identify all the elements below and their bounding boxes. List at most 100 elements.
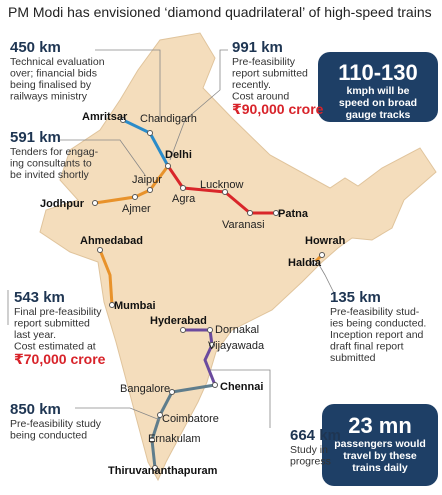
city-dot — [311, 260, 317, 266]
city-dot — [152, 465, 158, 471]
callout-text: ies being conducted. — [330, 318, 426, 330]
city-label: Howrah — [305, 235, 346, 247]
city-label: Delhi — [165, 149, 192, 161]
city-dot — [157, 412, 163, 418]
callout-distance: 850 km — [10, 401, 61, 418]
city-label: Jodhpur — [40, 198, 85, 210]
leader-line — [317, 262, 336, 296]
callout-cost: ₹90,000 crore — [232, 101, 324, 117]
badge-text: gauge tracks — [346, 109, 411, 121]
callout-text: report submitted — [14, 318, 90, 330]
route-ahmedabad-mumbai — [98, 248, 114, 307]
callout-cost: ₹70,000 crore — [14, 351, 106, 367]
india-map — [39, 32, 437, 482]
badge-figure: 110-130 — [338, 60, 418, 85]
callout-text: recently. — [232, 79, 271, 91]
city-dot — [120, 117, 126, 123]
callout-text: Final pre-feasibility — [14, 306, 102, 318]
callout-distance: 591 km — [10, 129, 61, 146]
callout-text: draft final report — [330, 341, 404, 353]
city-label: Ahmedabad — [80, 235, 143, 247]
city-label: Varanasi — [222, 219, 265, 231]
badge-figure: 23 mn — [348, 413, 412, 438]
callout-distance: 991 km — [232, 39, 283, 56]
callout-text: Pre-feasibility stud- — [330, 306, 420, 318]
city-dot — [222, 189, 228, 195]
city-dot — [247, 210, 253, 216]
callout-text: being conducted — [10, 430, 87, 442]
callout-text: Inception report and — [330, 329, 424, 341]
callout-distance: 135 km — [330, 289, 381, 306]
labels: Amritsar Chandigarh Delhi Jaipur Jodhpur Ajme… — [10, 39, 426, 477]
city-dot — [149, 437, 155, 443]
city-label: Thiruvananthapuram — [108, 465, 218, 477]
city-dot — [207, 327, 213, 333]
city-label: Bangalore — [120, 383, 170, 395]
leader-line — [210, 369, 271, 428]
city-dot — [209, 342, 215, 348]
callout-text: Pre-feasibility study — [10, 418, 102, 430]
callout-text: Study in — [290, 444, 328, 456]
callout-text: ing consultants to — [10, 158, 92, 170]
callout-text: Tenders for engag- — [10, 146, 99, 158]
badge-speed — [318, 52, 438, 122]
city-label: Agra — [172, 193, 196, 205]
city-label: Haldia — [288, 257, 322, 269]
callout-text: over; financial bids — [10, 68, 97, 80]
badge-text: passengers would — [334, 438, 426, 450]
badge-text: kmph will be — [346, 85, 409, 97]
city-dot — [92, 200, 98, 206]
city-dot — [169, 389, 175, 395]
badge-text: speed on broad — [339, 97, 417, 109]
city-label: Patna — [278, 208, 309, 220]
city-label: Vijayawada — [208, 340, 265, 352]
callout-text: Cost around — [232, 91, 289, 103]
leader-line — [95, 49, 161, 120]
city-dot — [180, 185, 186, 191]
city-label: Hyderabad — [150, 315, 207, 327]
city-dot — [273, 210, 279, 216]
city-dot — [212, 382, 218, 388]
leader-lines — [7, 49, 336, 428]
callout-distance: 664 km — [290, 427, 341, 444]
callout-text: Cost estimated at — [14, 341, 96, 353]
city-dot — [132, 194, 138, 200]
badge-text: trains daily — [352, 462, 408, 474]
city-label: Coimbatore — [162, 413, 219, 425]
callout-text: progress — [290, 456, 331, 468]
city-label: Dornakal — [215, 324, 259, 336]
city-label: Jaipur — [132, 174, 162, 186]
callout-distance: 543 km — [14, 289, 65, 306]
city-label: Ajmer — [122, 203, 151, 215]
callout-text: submitted — [330, 352, 376, 364]
title: PM Modi has envisioned ‘diamond quadrila… — [8, 4, 432, 20]
callout-text: Technical evaluation — [10, 56, 105, 68]
leader-line — [60, 139, 146, 176]
city-dot — [97, 247, 103, 253]
city-dot — [147, 130, 153, 136]
leader-line — [75, 407, 161, 421]
city-label: Mumbai — [114, 300, 156, 312]
city-dot — [165, 163, 171, 169]
city-label: Lucknow — [200, 179, 243, 191]
route-delhi-jodhpur — [93, 164, 170, 205]
city-dot — [180, 327, 186, 333]
callout-text: being finalised by — [10, 79, 92, 91]
callout-text: last year. — [14, 329, 56, 341]
callout-text: Pre-feasibility — [232, 56, 296, 68]
city-label: Chandigarh — [140, 113, 197, 125]
city-dot — [109, 302, 115, 308]
city-dot — [319, 252, 325, 258]
city-dot — [147, 187, 153, 193]
callout-text: be invited shortly — [10, 169, 90, 181]
callout-text: railways ministry — [10, 91, 88, 103]
badge-passengers — [322, 404, 438, 486]
leader-line — [169, 49, 228, 161]
callout-distance: 450 km — [10, 39, 61, 56]
city-label: Amritsar — [82, 111, 128, 123]
callout-text: report submitted — [232, 68, 308, 80]
city-label: Chennai — [220, 381, 263, 393]
badge-text: travel by these — [343, 450, 417, 462]
city-label: Ernakulam — [148, 433, 201, 445]
